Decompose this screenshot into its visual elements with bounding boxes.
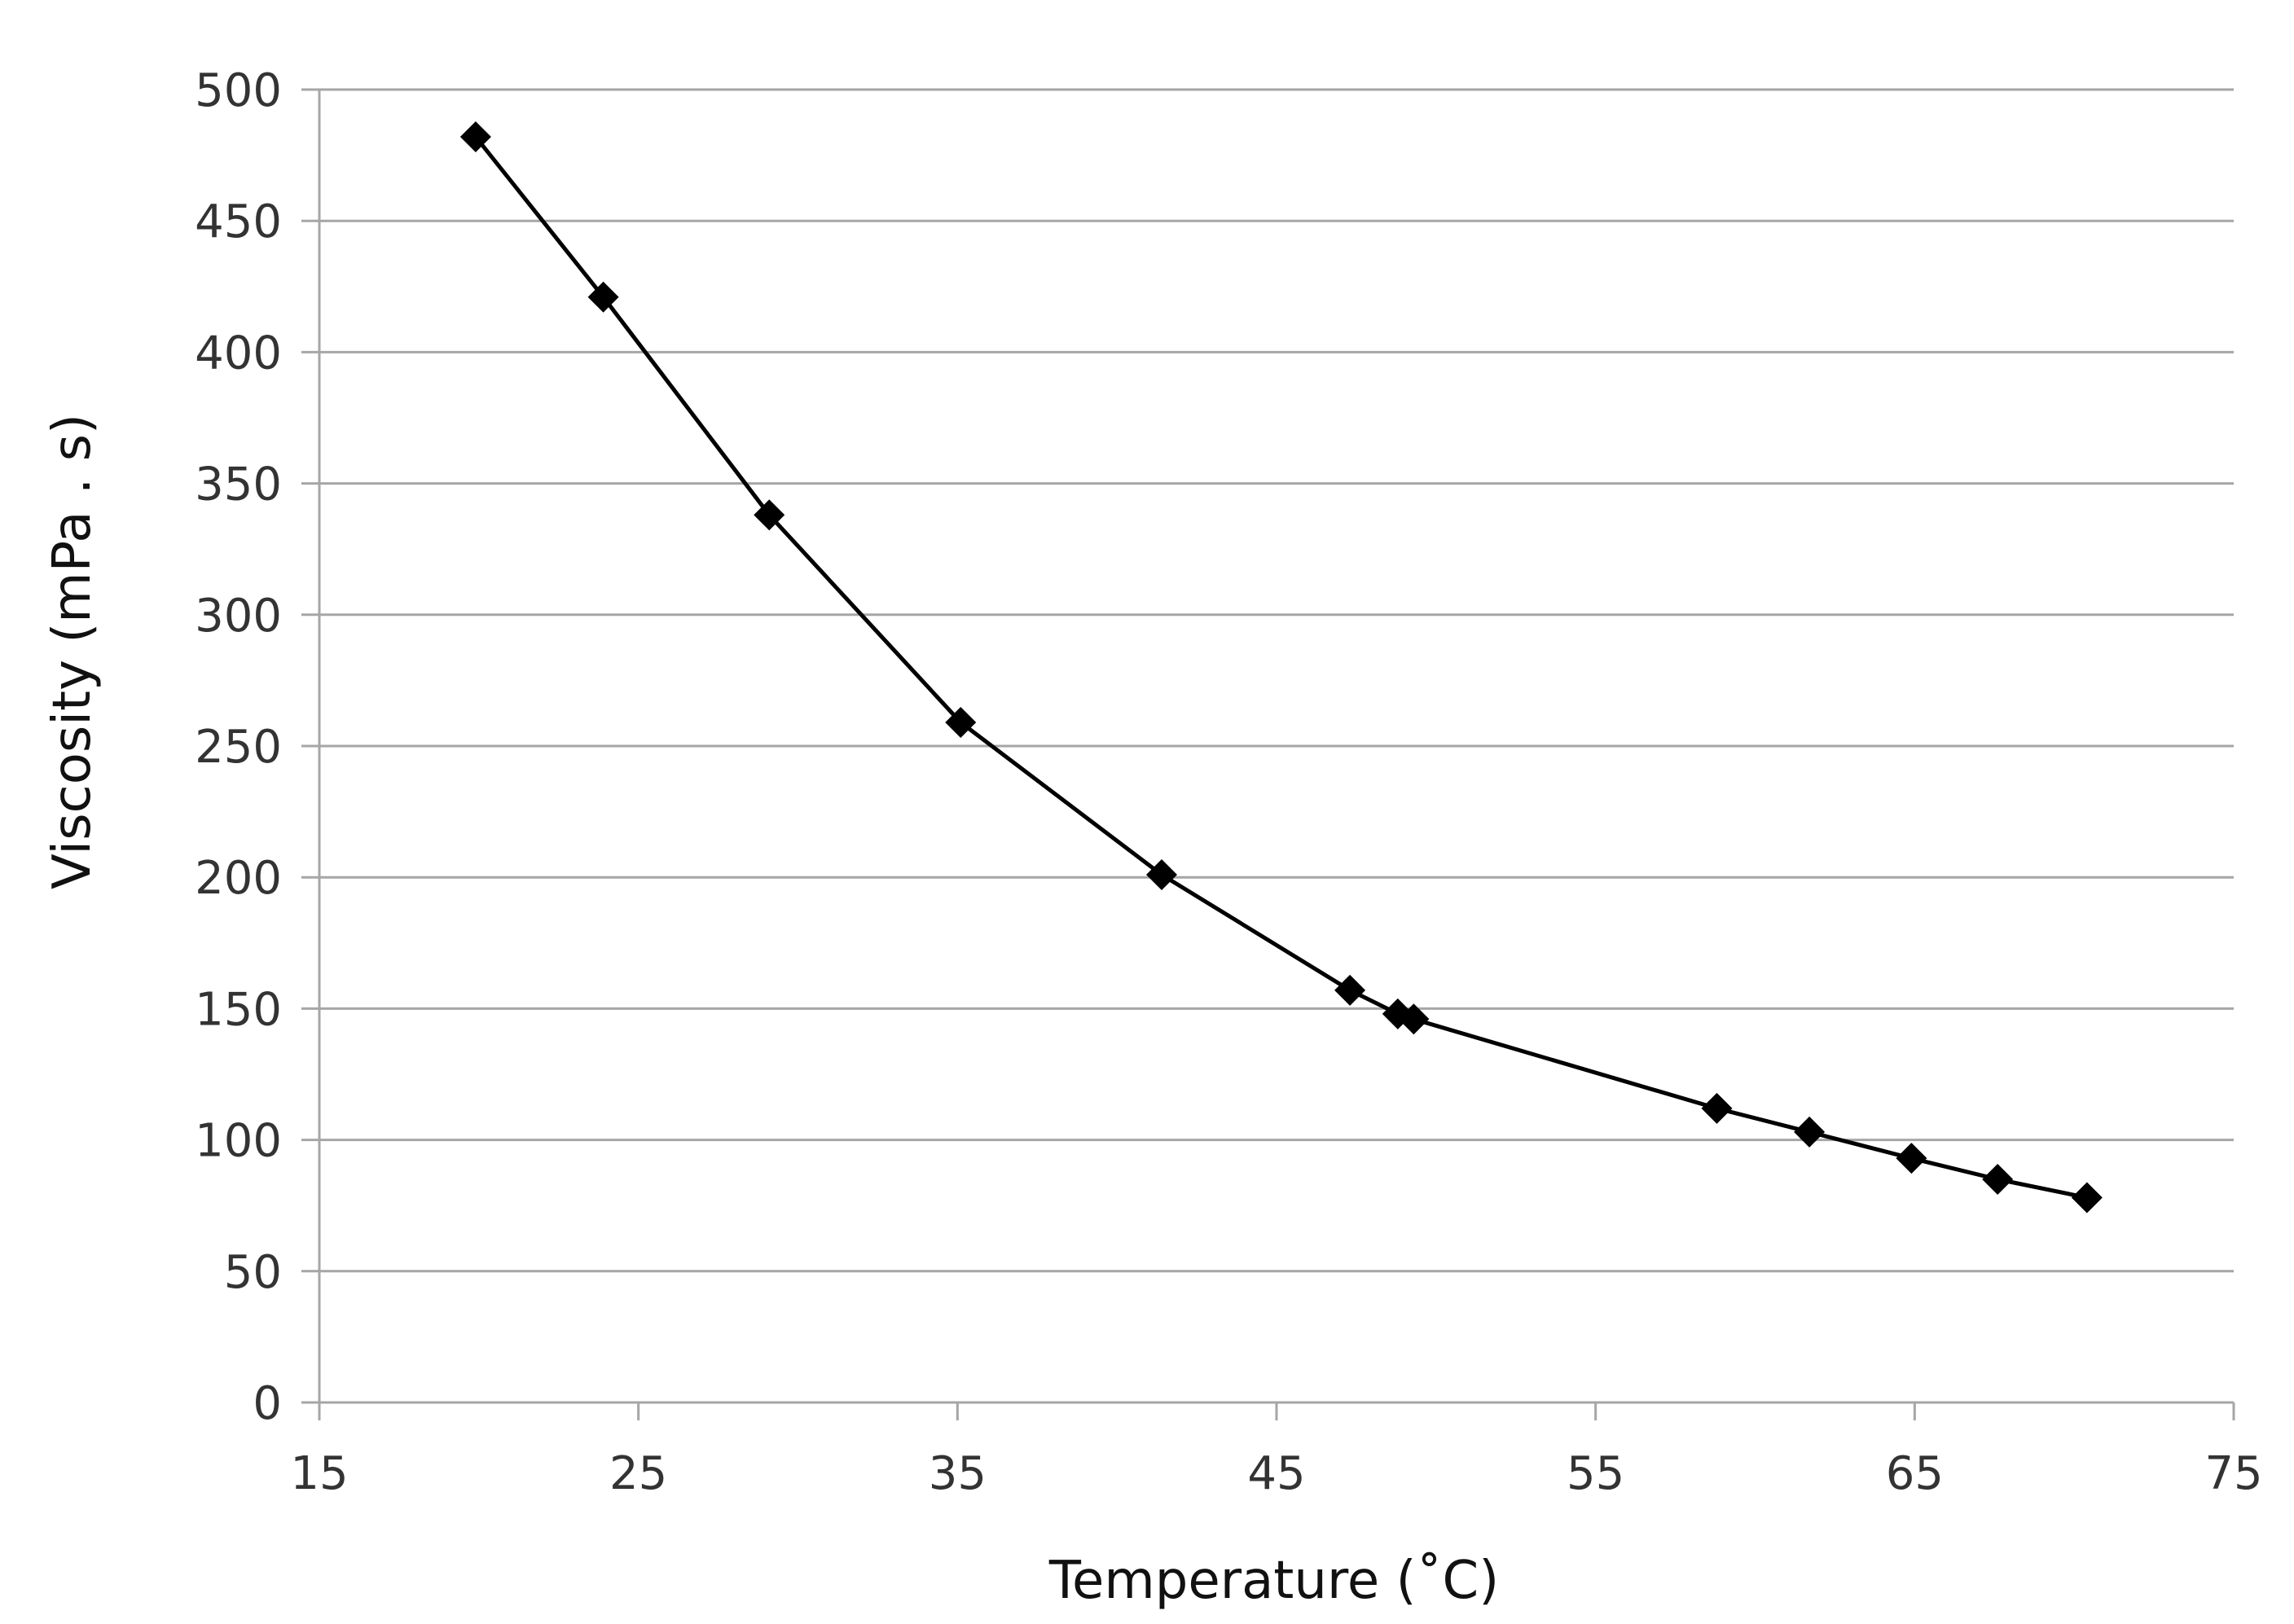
x-tick-label-65: 65 [1886,1447,1944,1500]
series-line-layer [473,135,2088,1200]
data-point-2 [754,499,785,531]
data-markers [459,121,2103,1214]
y-tick-label-0: 0 [253,1377,282,1430]
data-point-9 [1794,1116,1826,1148]
y-tick-label-450: 450 [195,195,282,248]
gridlines [301,88,2234,1404]
y-tick-label-150: 150 [195,983,282,1036]
data-point-5 [1334,974,1366,1006]
y-tick-label-100: 100 [195,1115,282,1168]
y-tick-label-50: 50 [224,1246,282,1299]
data-point-7 [1398,1003,1430,1035]
y-axis-title: Viscosity (mPa . s) [42,414,103,889]
x-tick-label-55: 55 [1567,1447,1624,1500]
y-tick-label-400: 400 [195,327,282,380]
axes [318,90,2235,1420]
data-point-4 [1146,858,1177,890]
x-tick-label-35: 35 [929,1447,987,1500]
x-tick-label-25: 25 [609,1447,667,1500]
data-point-8 [1701,1092,1733,1124]
y-tick-label-350: 350 [195,459,282,511]
x-tick-label-45: 45 [1247,1447,1305,1500]
data-point-1 [587,281,619,313]
y-tick-label-200: 200 [195,852,282,905]
y-tick-label-300: 300 [195,590,282,643]
x-tick-label-15: 15 [290,1447,348,1500]
data-point-10 [1896,1143,1927,1174]
series-line-0 [473,135,2088,1200]
x-tick-label-75: 75 [2204,1447,2262,1500]
data-point-3 [945,706,977,738]
x-axis-title: Temperature (˚C) [1048,1551,1499,1611]
data-point-11 [1982,1163,2014,1195]
data-point-0 [459,121,491,153]
y-tick-label-250: 250 [195,721,282,774]
y-tick-label-500: 500 [195,64,282,117]
tick-labels: 0 50 100 150 200 250 300 350 400 450 500 15 25 35 45 55… [195,64,2263,1500]
data-point-12 [2071,1182,2103,1214]
